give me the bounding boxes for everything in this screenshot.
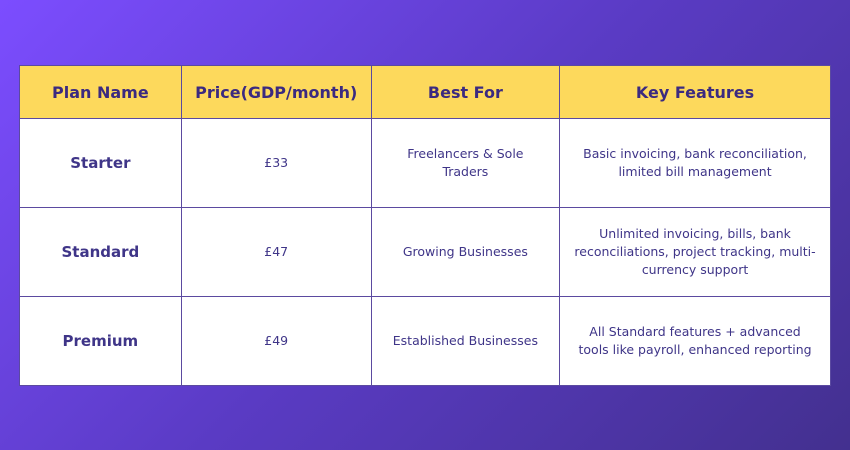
header-cell: Price(GDP/month)	[180, 65, 372, 119]
header-cell: Key Features	[559, 65, 831, 119]
cell: Freelancers & Sole Traders	[370, 118, 561, 208]
cell: Growing Businesses	[370, 207, 561, 297]
cell: Unlimited invoicing, bills, bank reconci…	[559, 207, 831, 297]
header-cell: Best For	[370, 65, 561, 119]
header-cell: Plan Name	[19, 65, 182, 119]
cell: £33	[180, 118, 372, 208]
cell: £47	[180, 207, 372, 297]
cell: All Standard features + advanced tools l…	[559, 296, 831, 386]
plan-name: Standard	[19, 207, 182, 297]
plan-name: Starter	[19, 118, 182, 208]
table-row: Premium £49 Established Businesses All Stan…	[19, 296, 831, 386]
pricing-table: Plan Name Price(GDP/month) Best For Key Fea…	[19, 65, 831, 386]
cell: Basic invoicing, bank reconciliation, li…	[559, 118, 831, 208]
table-row: Starter £33 Freelancers & Sole Traders Basi…	[19, 118, 831, 208]
cell: £49	[180, 296, 372, 386]
header-row: Plan Name Price(GDP/month) Best For Key Fea…	[19, 65, 831, 119]
cell: Established Businesses	[370, 296, 561, 386]
table-row: Standard £47 Growing Businesses Unlimited i…	[19, 207, 831, 297]
plan-name: Premium	[19, 296, 182, 386]
table-body: Starter £33 Freelancers & Sole Traders Basi…	[19, 118, 831, 386]
